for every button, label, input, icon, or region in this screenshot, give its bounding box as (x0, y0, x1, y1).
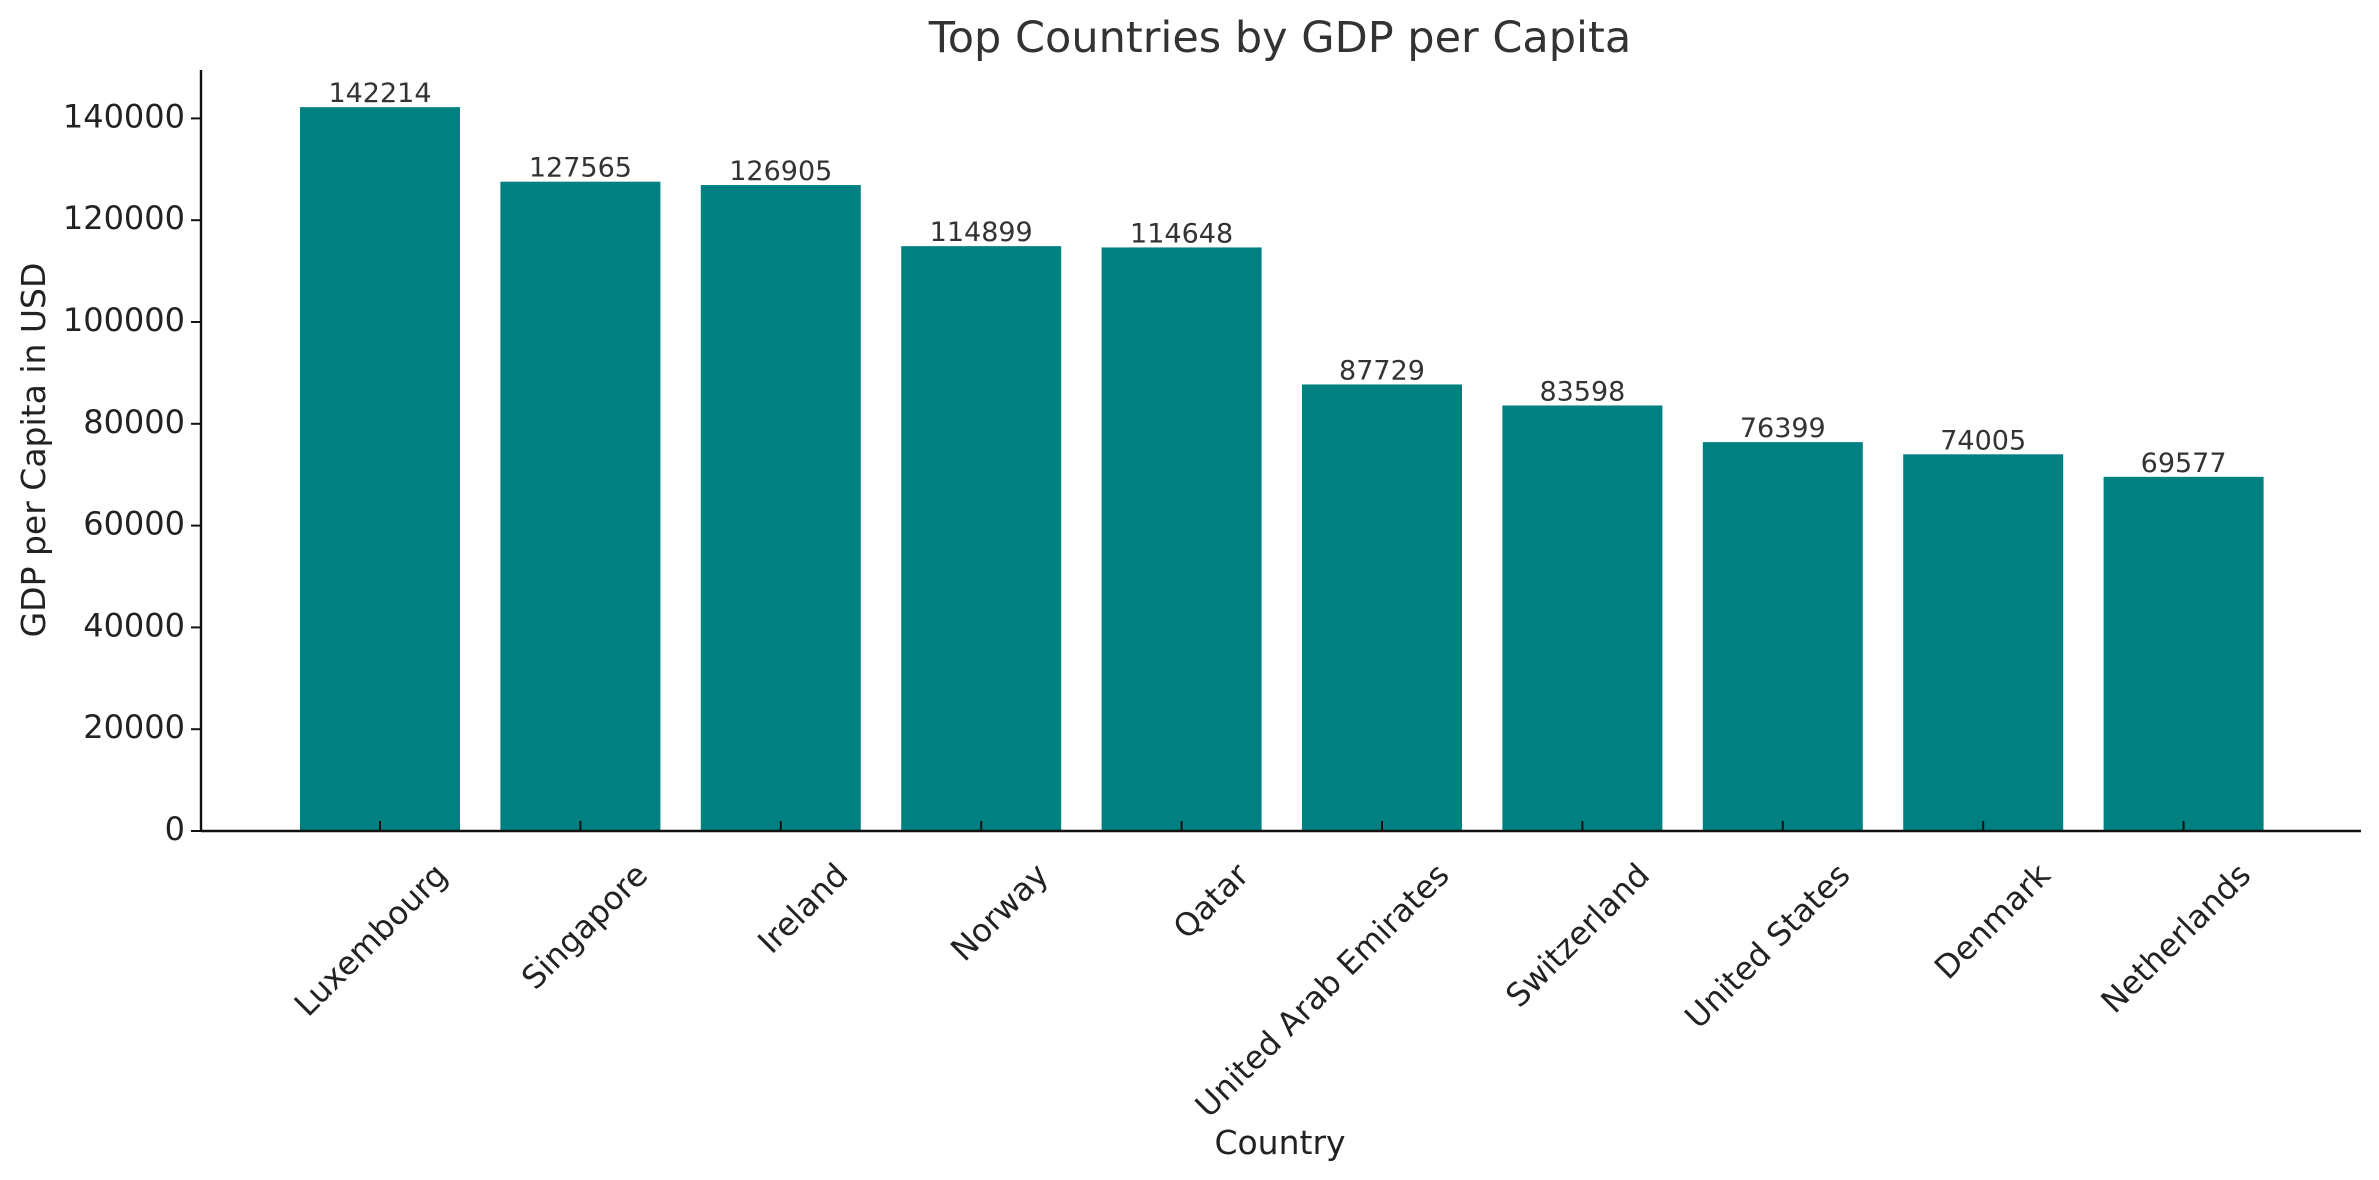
bar-denmark (1903, 454, 2064, 831)
bar-singapore (500, 181, 661, 831)
value-labels-layer: 142214 127565 126905 114899 114648 87729 83598… (328, 78, 2226, 479)
x-tick-label: Ireland (750, 856, 855, 961)
y-tick-label: 140000 (63, 97, 185, 135)
bar-netherlands (2103, 476, 2264, 831)
chart-title: Top Countries by GDP per Capita (928, 13, 1631, 63)
x-tick-label: United States (1677, 856, 1857, 1036)
x-tick-label: Netherlands (2093, 856, 2258, 1021)
value-label: 87729 (1339, 355, 1425, 386)
y-tick-label: 60000 (83, 505, 185, 543)
bar-norway (901, 246, 1062, 832)
value-label: 127565 (529, 153, 632, 184)
value-label: 114648 (1130, 218, 1233, 249)
x-axis-ticks: Luxembourg Singapore Ireland Norway Qatar Uni… (287, 821, 2258, 1125)
x-tick-label: Singapore (514, 856, 655, 997)
y-axis-label: GDP per Capita in USD (14, 263, 53, 638)
bar-switzerland (1502, 405, 1663, 831)
value-label: 83598 (1539, 376, 1625, 407)
x-tick-label: Norway (943, 856, 1056, 969)
bar-luxembourg (300, 107, 460, 831)
bar-united-states (1702, 442, 1863, 831)
bar-ireland (700, 185, 861, 832)
x-tick-label: Switzerland (1498, 856, 1657, 1015)
y-tick-label: 40000 (83, 606, 185, 644)
value-label: 114899 (930, 217, 1033, 248)
value-label: 69577 (2141, 448, 2227, 479)
y-tick-label: 0 (165, 810, 185, 848)
value-label: 76399 (1740, 413, 1826, 444)
value-label: 126905 (729, 156, 832, 187)
y-tick-label: 80000 (83, 403, 185, 441)
x-tick-label: Qatar (1166, 855, 1257, 946)
value-label: 142214 (328, 78, 431, 109)
bar-qatar (1101, 247, 1262, 832)
x-tick-label: Luxembourg (287, 856, 455, 1024)
y-axis-ticks: 0 20000 40000 60000 80000 100000 120000 140000 (63, 97, 201, 848)
y-tick-label: 120000 (63, 199, 185, 237)
x-tick-label: Denmark (1927, 855, 2058, 986)
y-tick-label: 20000 (83, 708, 185, 746)
y-tick-label: 100000 (63, 301, 185, 339)
x-axis-label: Country (1214, 1123, 1345, 1162)
value-label: 74005 (1940, 425, 2026, 456)
bar-united-arab-emirates (1302, 384, 1462, 831)
bars-layer (300, 107, 2264, 832)
